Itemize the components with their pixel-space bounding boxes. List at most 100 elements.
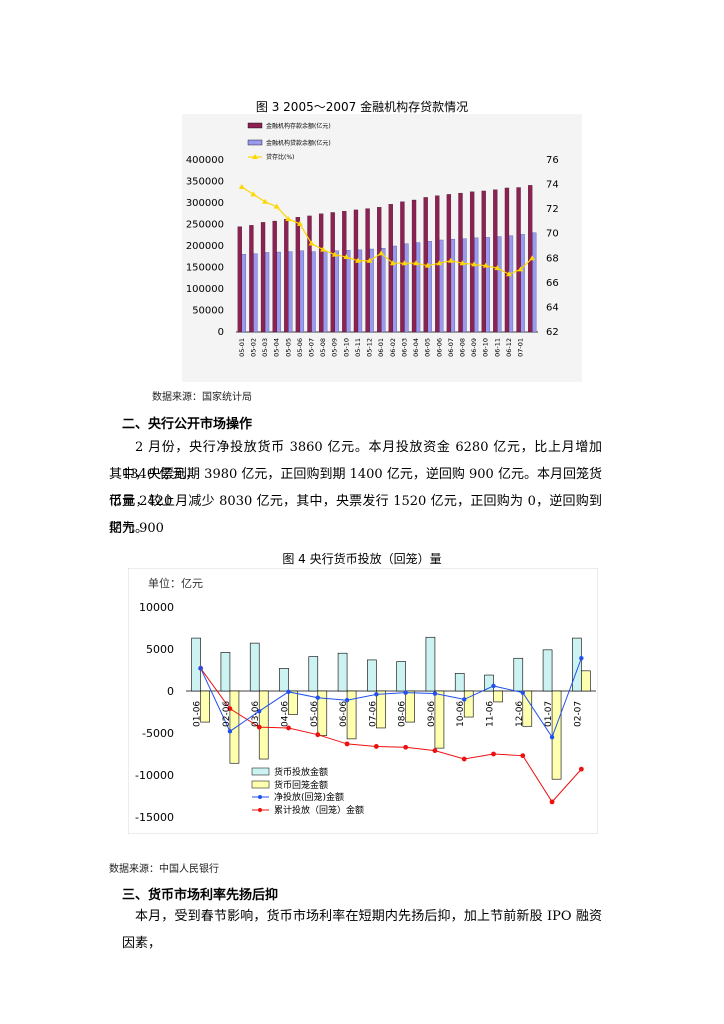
f4-y-tick-0: 10000 [139, 601, 174, 614]
invest-bar-06-06 [337, 652, 348, 692]
loan-bar-06-06 [439, 239, 444, 333]
withdraw-bar-01-06 [200, 690, 210, 723]
net-point-08-06 [403, 690, 408, 695]
f4-x-label-03-06: 03-06 [251, 701, 261, 727]
loan-bar-07-01 [520, 234, 525, 333]
cum-point-04-06 [286, 725, 291, 731]
f3-x-label-12: 06-01 [377, 338, 385, 357]
loan-bar-06-08 [462, 238, 467, 333]
loan-bar-05-09 [334, 250, 339, 333]
f3-x-label-24: 07-01 [517, 338, 525, 357]
section2-title: 二、央行公开市场操作 [122, 417, 253, 432]
section2-line-4: 亿元。 [109, 521, 149, 536]
ratio-point-05-12 [366, 257, 373, 263]
f3-x-label-6: 05-07 [308, 338, 316, 357]
loan-bar-06-02 [392, 245, 397, 333]
withdraw-bar-02-06 [229, 690, 240, 764]
f3-yright-tick-3: 68 [546, 253, 559, 264]
ratio-point-06-05 [424, 262, 431, 268]
legend-ratio-marker [252, 154, 258, 159]
figure4-chart: 单位：亿元 10000 5000 0 -5000 -10000 -15000 01-06 0… [128, 568, 598, 834]
f3-yleft-tick-5: 250000 [186, 220, 224, 231]
cum-point-07-06 [373, 744, 379, 749]
cum-point-03-06 [256, 724, 262, 730]
section2-line-2: 其中，央票到期 3980 亿元，正回购到期 1400 亿元，逆回购 900 亿元… [109, 467, 602, 509]
f3-yright-tick-7: 76 [546, 155, 559, 166]
net-point-01-06 [198, 666, 203, 671]
net-point-12-06 [520, 690, 525, 695]
f4-y-tick-1: 5000 [146, 643, 174, 656]
ratio-point-06-06 [436, 260, 443, 266]
figure4-source: 数据来源：中国人民银行 [109, 864, 219, 875]
ratio-point-06-04 [413, 260, 420, 266]
f3-x-label-21: 06-10 [482, 338, 490, 357]
deposit-bar-05-09 [330, 212, 335, 333]
figure3-legend: 金融机构存款余额(亿元) 金融机构贷款余额(亿元) 贷存比(%) [247, 122, 331, 161]
legend-net-label: 净投放(回笼)金额 [274, 791, 344, 803]
f3-x-label-23: 06-12 [505, 338, 513, 357]
section3-title: 三、货币市场利率先扬后抑 [122, 888, 279, 903]
loan-bar-06-07 [450, 238, 456, 333]
loan-bar-06-04 [415, 242, 421, 333]
withdraw-bar-02-07 [581, 670, 591, 692]
f3-x-label-7: 05-08 [319, 338, 327, 357]
loan-bar-05-06 [299, 250, 305, 333]
ratio-point-06-07 [447, 257, 454, 263]
f3-yleft-tick-0: 0 [218, 327, 224, 338]
f3-x-label-19: 06-08 [459, 338, 467, 357]
cum-point-12-06 [520, 753, 526, 759]
f3-yright-tick-5: 72 [546, 204, 559, 215]
section2-line-3: 亿元，较上月减少 8030 亿元，其中，央票发行 1520 亿元，正回购为 0，… [109, 494, 602, 536]
invest-bar-12-06 [513, 657, 524, 692]
f3-yleft-tick-2: 100000 [186, 284, 224, 295]
legend-deposit-swatch [247, 122, 263, 129]
ratio-point-05-02 [250, 191, 257, 197]
ratio-point-05-11 [354, 257, 361, 263]
cum-point-10-06 [461, 756, 467, 762]
ratio-point-06-11 [494, 265, 501, 271]
loan-bar-05-07 [311, 251, 316, 333]
ratio-point-07-02 [529, 255, 536, 261]
ratio-point-06-02 [389, 260, 396, 266]
legend-net-marker [258, 795, 262, 799]
ratio-point-05-01 [238, 184, 245, 190]
legend-loan-label: 金融机构贷款余额(亿元) [266, 139, 331, 147]
deposit-bar-06-11 [493, 189, 498, 333]
legend-deposit-label: 金融机构存款余额(亿元) [266, 122, 331, 130]
loan-bar-06-10 [485, 237, 490, 333]
deposit-bar-06-07 [446, 194, 452, 333]
deposit-bar-05-04 [272, 220, 277, 333]
ratio-point-05-06 [296, 220, 303, 226]
f3-x-label-4: 05-05 [284, 338, 292, 357]
f3-x-label-2: 05-03 [261, 338, 269, 357]
net-point-02-07 [579, 656, 584, 661]
loan-bar-06-12 [508, 235, 514, 333]
loan-bar-06-01 [381, 247, 386, 333]
legend-ratio-label: 贷存比(%) [266, 153, 294, 161]
loan-bar-05-08 [322, 251, 328, 333]
cum-point-01-07 [549, 799, 555, 805]
deposit-bar-05-02 [249, 225, 254, 333]
loan-bar-05-02 [253, 253, 258, 333]
f3-x-label-20: 06-09 [470, 338, 478, 357]
f3-yright-tick-6: 74 [546, 180, 559, 191]
deposit-bar-06-03 [400, 201, 405, 333]
figure4-legend: 货币投放金额 货币回笼金额 净投放(回笼)金额 累计投放（回笼）金额 [251, 766, 364, 816]
figure3-chart: 0 50000 100000 150000 200000 250000 300000 3500… [182, 114, 582, 382]
ratio-point-06-12 [505, 271, 512, 277]
legend-invest-label: 货币投放金额 [274, 766, 328, 778]
f3-yleft-tick-1: 50000 [192, 306, 224, 317]
invest-bar-09-06 [425, 636, 436, 692]
deposit-bar-05-12 [365, 208, 370, 333]
cum-point-08-06 [403, 744, 409, 750]
f3-x-label-9: 05-10 [342, 338, 350, 357]
deposit-bar-05-03 [260, 222, 266, 333]
cum-point-11-06 [491, 751, 496, 757]
f3-x-label-1: 05-02 [249, 338, 257, 357]
f4-y-tick-5: -15000 [135, 811, 174, 824]
f4-x-label-06-06: 06-06 [339, 701, 349, 727]
invest-bar-03-06 [249, 642, 260, 692]
ratio-point-06-03 [401, 260, 408, 266]
legend-loan-swatch [247, 139, 263, 146]
f4-x-label-09-06: 09-06 [427, 701, 437, 727]
